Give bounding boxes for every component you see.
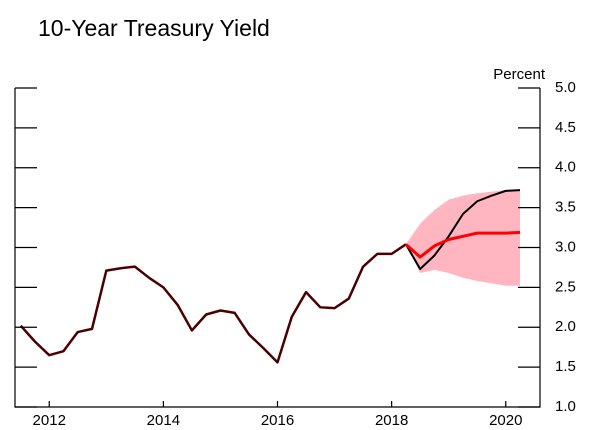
y-tick-label: 4.5 — [555, 119, 576, 136]
y-tick-label: 3.0 — [555, 238, 576, 255]
line-series — [404, 230, 521, 259]
x-tick-label: 2018 — [375, 412, 408, 429]
x-tick-label: 2016 — [261, 412, 294, 429]
y-tick-label: 3.5 — [555, 199, 576, 216]
x-tick-label: 2012 — [33, 412, 66, 429]
y-tick-label: 2.5 — [555, 278, 576, 295]
x-tick-label: 2020 — [489, 412, 522, 429]
forecast-band — [405, 190, 521, 286]
line-series — [405, 189, 521, 271]
y-tick-label: 5.0 — [555, 79, 576, 96]
line-series — [19, 243, 407, 364]
y-tick-label: 4.0 — [555, 159, 576, 176]
chart-title: 10-Year Treasury Yield — [38, 15, 270, 41]
y-axis-label: Percent — [493, 66, 546, 83]
y-tick-label: 2.0 — [555, 318, 576, 335]
y-tick-label: 1.5 — [555, 358, 576, 375]
y-tick-label: 1.0 — [555, 398, 576, 415]
x-tick-label: 2014 — [147, 412, 180, 429]
